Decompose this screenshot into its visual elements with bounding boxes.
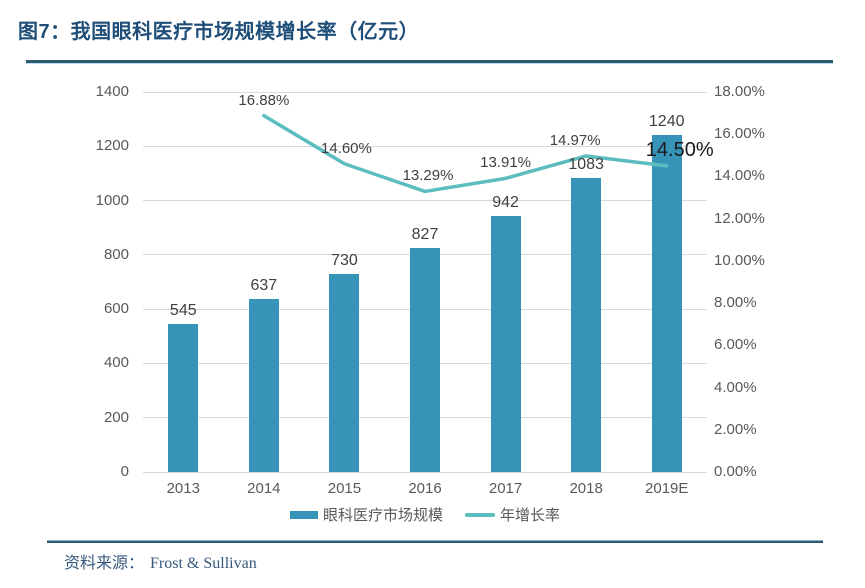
line-point-label: 16.88% xyxy=(238,91,290,109)
right-axis-tick: 14.00% xyxy=(714,167,765,185)
bar xyxy=(168,324,199,472)
x-axis-tick: 2014 xyxy=(247,480,281,497)
left-axis-tick: 0 xyxy=(120,463,129,480)
line-point-label: 13.91% xyxy=(480,154,531,172)
bar xyxy=(329,273,360,472)
gridline xyxy=(143,91,707,93)
left-axis-tick: 1000 xyxy=(95,191,129,209)
bar-value-label: 1240 xyxy=(648,113,685,131)
bar-value-label: 827 xyxy=(411,225,439,243)
legend-item-growth-rate: 年增长率 xyxy=(465,504,560,525)
right-axis-tick: 6.00% xyxy=(714,336,757,354)
bar-value-label: 637 xyxy=(250,277,278,295)
bar xyxy=(248,299,279,472)
legend-label-growth-rate: 年增长率 xyxy=(500,507,561,524)
bar xyxy=(410,247,440,472)
left-axis-tick: 400 xyxy=(103,354,129,372)
left-axis-tick: 200 xyxy=(103,408,129,426)
gridline xyxy=(143,145,707,147)
right-axis-tick: 12.00% xyxy=(714,209,765,227)
bar xyxy=(651,135,682,472)
right-axis-tick: 16.00% xyxy=(714,125,765,143)
growth-line xyxy=(262,113,669,194)
right-axis-tick: 2.00% xyxy=(714,420,757,438)
x-axis-tick: 2017 xyxy=(488,480,523,497)
bar-value-label: 545 xyxy=(169,302,197,320)
right-axis-tick: 10.00% xyxy=(714,251,765,269)
source-label: 资料来源： xyxy=(64,555,145,572)
left-axis-tick: 800 xyxy=(103,245,129,263)
chart-canvas: 1400 1200 1000 800 600 400 200 0 18.00% 16.00% 14.… xyxy=(96,83,765,497)
line-point-label: 14.60% xyxy=(320,139,372,157)
bar-value-label: 942 xyxy=(492,194,519,212)
left-axis-tick: 1200 xyxy=(95,137,129,155)
legend-label-market-size: 眼科医疗市场规模 xyxy=(322,507,443,524)
bar xyxy=(490,216,521,472)
source-value: Frost & Sullivan xyxy=(150,555,257,572)
title-divider xyxy=(26,60,833,64)
bar-value-label: 730 xyxy=(331,251,358,269)
source-line: 资料来源： Frost & Sullivan xyxy=(64,549,257,573)
line-point-label: 14.97% xyxy=(549,131,601,149)
right-axis-tick: 0.00% xyxy=(714,463,757,480)
chart-legend: 眼科医疗市场规模 年增长率 xyxy=(143,504,707,525)
line-point-label: 14.50% xyxy=(645,138,714,161)
legend-item-market-size: 眼科医疗市场规模 xyxy=(289,504,443,525)
bar-value-label: 1083 xyxy=(568,156,604,174)
x-axis-tick: 2016 xyxy=(408,480,442,497)
bar xyxy=(571,178,602,472)
gridline xyxy=(143,471,707,473)
left-axis-tick: 600 xyxy=(103,300,129,318)
left-axis-tick: 1400 xyxy=(95,83,129,100)
right-axis-tick: 4.00% xyxy=(714,378,757,396)
line-series-swatch xyxy=(465,512,495,517)
right-axis-tick: 18.00% xyxy=(714,83,765,100)
x-axis-tick: 2018 xyxy=(569,480,603,497)
x-axis-tick: 2015 xyxy=(327,480,362,497)
source-divider xyxy=(47,540,823,543)
growth-line-svg xyxy=(262,113,669,194)
line-point-label: 13.29% xyxy=(402,167,454,185)
x-axis-tick: 2019E xyxy=(645,480,689,497)
figure-title: 图7：我国眼科医疗市场规模增长率（亿元） xyxy=(18,21,420,43)
bar-series-swatch xyxy=(289,510,318,519)
x-axis-tick: 2013 xyxy=(166,480,200,497)
right-axis-tick: 8.00% xyxy=(714,294,757,312)
gridline xyxy=(143,200,707,202)
